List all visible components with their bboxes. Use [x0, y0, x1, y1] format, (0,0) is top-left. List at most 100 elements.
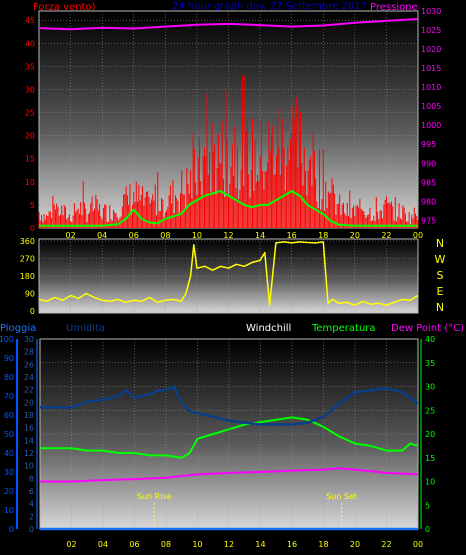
humidity-y-tick-label: 24 [24, 373, 34, 382]
p1-x-tick-label: 02 [65, 231, 75, 240]
wind-average-series [39, 190, 418, 227]
sunset-label: Sun Set [326, 492, 357, 501]
p3-x-tick-label: 12 [224, 540, 234, 549]
wind-y-tick-label: 25 [25, 109, 35, 118]
p3-x-tick-label: 02 [66, 540, 76, 549]
pressure-y-tick-label: 1030 [421, 7, 441, 16]
wind-pressure-chart: 0510152025303540459759809859909951000100… [25, 7, 442, 240]
rain-y-tick-label: 100 [0, 335, 14, 344]
rain-y-tick-label: 40 [4, 449, 14, 458]
direction-y-tick-label: 360 [20, 237, 35, 246]
dewpoint-legend: Dew Point (°C) [391, 323, 464, 334]
pressure-series [38, 18, 419, 31]
temperature-y-tick-label: 40 [425, 335, 435, 344]
compass-label: N [436, 301, 444, 314]
compass-label: E [437, 285, 444, 298]
pressure-y-tick-label: 985 [421, 178, 436, 187]
humidity-y-tick-label: 16 [24, 424, 34, 433]
temperature-y-tick-label: 0 [425, 525, 430, 534]
compass-label: W [435, 253, 446, 266]
p3-x-tick-label: 00 [413, 540, 423, 549]
rain-y-tick-label: 60 [4, 411, 14, 420]
humidity-y-tick-label: 2 [29, 512, 34, 521]
p1-x-tick-label: 14 [255, 231, 265, 240]
humidity-y-tick-label: 6 [29, 487, 34, 496]
graph-date-title: 24 hour graph day. 27 Settembre 2017 [172, 1, 367, 12]
humidity-y-tick-label: 0 [29, 525, 34, 534]
wind-y-tick-label: 45 [25, 16, 35, 25]
p3-x-tick-label: 22 [381, 540, 391, 549]
p1-x-tick-label: 08 [160, 231, 170, 240]
wind-axis-title: Forza vento) [33, 2, 96, 13]
pressure-y-tick-label: 1015 [421, 64, 441, 73]
temperature-series [40, 416, 419, 459]
p1-x-tick-label: 04 [97, 231, 107, 240]
temperature-humidity-chart: Sun Rise Sun Set 010203040506070809010002… [0, 335, 435, 549]
pressure-y-tick-label: 1010 [421, 83, 441, 92]
rain-y-tick-label: 0 [9, 525, 14, 534]
dewpoint-series [40, 467, 419, 483]
humidity-y-tick-label: 14 [24, 436, 34, 445]
p3-x-tick-label: 04 [98, 540, 108, 549]
direction-y-tick-label: 0 [30, 307, 35, 316]
p1-x-tick-label: 06 [129, 231, 139, 240]
wind-y-tick-label: 30 [25, 85, 35, 94]
temperature-y-tick-label: 35 [425, 359, 435, 368]
humidity-axis-title: Umidita [66, 323, 105, 334]
p1-x-tick-label: 20 [350, 231, 360, 240]
wind-y-tick-label: 0 [30, 224, 35, 233]
wind-y-tick-label: 20 [25, 132, 35, 141]
p3-x-tick-label: 18 [318, 540, 328, 549]
humidity-y-tick-label: 20 [24, 398, 34, 407]
rain-y-tick-label: 70 [4, 392, 14, 401]
wind-direction-series [38, 241, 419, 306]
temperature-y-tick-label: 10 [425, 478, 435, 487]
humidity-y-tick-label: 18 [24, 411, 34, 420]
compass-label: S [437, 269, 444, 282]
direction-y-tick-label: 90 [25, 290, 35, 299]
pressure-y-tick-label: 990 [421, 159, 436, 168]
direction-y-tick-label: 180 [20, 272, 35, 281]
p1-x-tick-label: 12 [223, 231, 233, 240]
rain-y-tick-label: 50 [4, 430, 14, 439]
wind-y-tick-label: 35 [25, 62, 35, 71]
p1-x-tick-label: 16 [287, 231, 297, 240]
rain-y-tick-label: 20 [4, 487, 14, 496]
rain-y-tick-label: 90 [4, 354, 14, 363]
p3-x-tick-label: 08 [161, 540, 171, 549]
wind-y-tick-label: 10 [25, 178, 35, 187]
humidity-y-tick-label: 4 [29, 500, 34, 509]
humidity-y-tick-label: 12 [24, 449, 34, 458]
temperature-y-tick-label: 30 [425, 383, 435, 392]
sunrise-label: Sun Rise [137, 492, 172, 501]
p1-x-tick-label: 22 [381, 231, 391, 240]
humidity-y-tick-label: 28 [24, 348, 34, 357]
compass-label: N [436, 237, 444, 250]
p3-x-tick-label: 06 [129, 540, 139, 549]
rain-y-tick-label: 80 [4, 373, 14, 382]
p1-x-tick-label: 18 [318, 231, 328, 240]
rain-y-tick-label: 30 [4, 468, 14, 477]
humidity-y-tick-label: 8 [29, 474, 34, 483]
pressure-y-tick-label: 1025 [421, 26, 441, 35]
p3-x-tick-label: 16 [287, 540, 297, 549]
wind-y-tick-label: 15 [25, 155, 35, 164]
pressure-y-tick-label: 1005 [421, 102, 441, 111]
pressure-y-tick-label: 1020 [421, 45, 441, 54]
temperature-y-tick-label: 25 [425, 406, 435, 415]
temperature-legend: Temperatura [311, 323, 376, 334]
pressure-axis-title: Pressione [370, 2, 418, 13]
wind-speed-series [38, 75, 419, 228]
pressure-y-tick-label: 975 [421, 216, 436, 225]
humidity-y-tick-label: 30 [24, 335, 34, 344]
rain-y-tick-label: 10 [4, 506, 14, 515]
temperature-y-tick-label: 20 [425, 430, 435, 439]
wind-y-tick-label: 40 [25, 39, 35, 48]
pressure-y-tick-label: 995 [421, 140, 436, 149]
p3-x-tick-label: 20 [350, 540, 360, 549]
wind-y-tick-label: 5 [30, 201, 35, 210]
p3-x-tick-label: 10 [192, 540, 202, 549]
p3-x-tick-label: 14 [255, 540, 265, 549]
